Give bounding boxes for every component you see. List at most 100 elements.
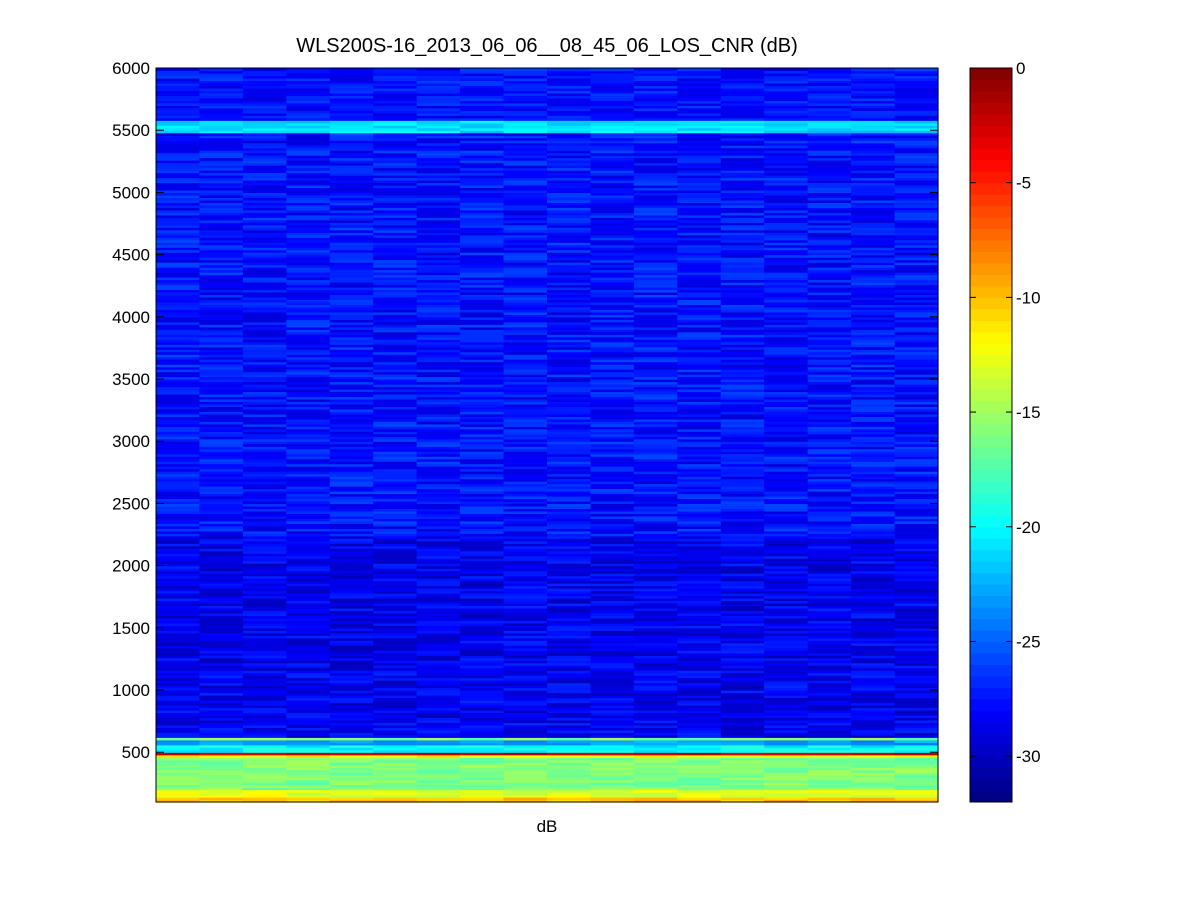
heatmap-cell: [633, 777, 678, 781]
heatmap-cell: [242, 264, 287, 268]
heatmap-cell: [633, 277, 678, 281]
heatmap-cell: [329, 597, 374, 602]
heatmap-cell: [547, 309, 592, 313]
heatmap-cell: [286, 528, 331, 532]
heatmap-cell: [286, 189, 331, 194]
heatmap-cell: [503, 627, 548, 631]
heatmap-cell: [677, 523, 722, 527]
heatmap-cell: [720, 583, 765, 587]
heatmap-cell: [286, 286, 331, 291]
heatmap-cell: [807, 593, 852, 597]
heatmap-cell: [373, 90, 418, 94]
heatmap-cell: [677, 548, 722, 552]
heatmap-cell: [373, 239, 418, 243]
heatmap-cell: [242, 177, 287, 181]
heatmap-cell: [503, 767, 548, 771]
heatmap-cell: [416, 695, 461, 699]
heatmap-cell: [851, 132, 896, 136]
heatmap-cell: [199, 747, 244, 751]
heatmap-cell: [242, 341, 287, 345]
heatmap-cell: [416, 620, 461, 624]
heatmap-cell: [199, 615, 244, 619]
heatmap-cell: [329, 426, 374, 430]
heatmap-cell: [373, 714, 418, 719]
heatmap-cell: [851, 421, 896, 425]
heatmap-cell: [851, 495, 896, 500]
heatmap-cell: [764, 622, 809, 626]
heatmap-cell: [547, 632, 592, 636]
heatmap-cell: [851, 675, 896, 679]
heatmap-cell: [373, 184, 418, 189]
heatmap-cell: [851, 498, 896, 502]
heatmap-cell: [416, 252, 461, 256]
heatmap-cell: [460, 699, 505, 704]
heatmap-cell: [286, 685, 331, 689]
heatmap-cell: [416, 747, 461, 751]
heatmap-cell: [460, 187, 505, 191]
heatmap-cell: [851, 376, 896, 380]
heatmap-cell: [373, 677, 418, 681]
heatmap-cell: [764, 189, 809, 194]
heatmap-cell: [460, 762, 505, 766]
heatmap-cell: [242, 488, 287, 492]
heatmap-cell: [329, 262, 374, 266]
heatmap-cell: [460, 685, 505, 689]
heatmap-cell: [547, 214, 592, 218]
heatmap-cell: [720, 486, 765, 490]
heatmap-cell: [807, 508, 852, 512]
heatmap-cell: [503, 381, 548, 385]
heatmap-cell: [764, 277, 809, 281]
heatmap-cell: [503, 717, 548, 721]
heatmap-cell: [416, 431, 461, 435]
heatmap-cell: [764, 441, 809, 445]
heatmap-cell: [720, 754, 765, 758]
heatmap-cell: [547, 311, 592, 315]
heatmap-cell: [503, 182, 548, 186]
heatmap-cell: [547, 107, 592, 111]
heatmap-cell: [547, 535, 592, 539]
heatmap-cell: [677, 697, 722, 701]
heatmap-cell: [416, 789, 461, 793]
heatmap-cell: [503, 388, 548, 393]
heatmap-cell: [156, 416, 201, 420]
heatmap-cell: [633, 525, 678, 529]
heatmap-cell: [547, 471, 592, 475]
heatmap-cell: [373, 777, 418, 781]
heatmap-cell: [286, 72, 331, 77]
heatmap-cell: [199, 194, 244, 198]
heatmap-cell: [416, 326, 461, 330]
heatmap-cell: [416, 503, 461, 507]
heatmap-cell: [199, 267, 244, 271]
heatmap-cell: [416, 311, 461, 315]
heatmap-cell: [590, 515, 635, 519]
heatmap-cell: [503, 155, 548, 159]
heatmap-cell: [416, 366, 461, 370]
heatmap-cell: [199, 277, 244, 281]
heatmap-cell: [156, 498, 201, 502]
heatmap-cell: [242, 416, 287, 420]
heatmap-cell: [416, 117, 461, 121]
heatmap-cell: [633, 102, 678, 106]
heatmap-cell: [807, 565, 852, 569]
heatmap-cell: [416, 580, 461, 584]
heatmap-cell: [503, 249, 548, 253]
heatmap-cell: [547, 682, 592, 686]
heatmap-cell: [851, 680, 896, 684]
heatmap-cell: [851, 578, 896, 582]
heatmap-cell: [416, 670, 461, 674]
heatmap-cell: [199, 177, 244, 181]
heatmap-cell: [633, 97, 678, 101]
heatmap-cell: [329, 219, 374, 223]
heatmap-cell: [764, 279, 809, 283]
heatmap-cell: [590, 732, 635, 736]
heatmap-cell: [677, 122, 722, 126]
heatmap-cell: [416, 301, 461, 305]
heatmap-cell: [199, 789, 244, 793]
heatmap-cell: [329, 602, 374, 607]
heatmap-cell: [677, 779, 722, 783]
heatmap-cell: [764, 172, 809, 176]
heatmap-cell: [156, 232, 201, 236]
heatmap-cell: [851, 227, 896, 231]
heatmap-cell: [329, 448, 374, 452]
heatmap-cell: [156, 453, 201, 457]
